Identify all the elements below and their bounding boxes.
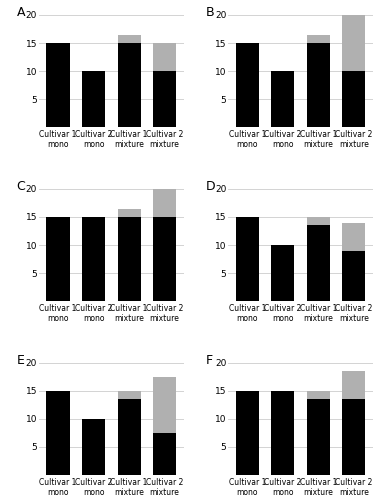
Bar — [342, 371, 365, 400]
Bar — [153, 217, 176, 301]
Bar — [153, 43, 176, 71]
Text: A: A — [17, 6, 25, 19]
Bar — [117, 43, 141, 127]
Bar — [117, 400, 141, 475]
Bar — [117, 391, 141, 400]
Bar — [153, 377, 176, 433]
Text: E: E — [17, 354, 25, 367]
Bar — [153, 189, 176, 217]
Bar — [47, 43, 70, 127]
Bar — [307, 217, 330, 226]
Bar — [342, 250, 365, 301]
Bar — [342, 71, 365, 127]
Bar — [117, 217, 141, 301]
Bar — [342, 15, 365, 71]
Text: B: B — [206, 6, 214, 19]
Bar — [307, 34, 330, 43]
Bar — [82, 71, 105, 127]
Bar — [153, 71, 176, 127]
Bar — [271, 391, 295, 475]
Bar — [117, 208, 141, 217]
Bar — [47, 391, 70, 475]
Bar — [117, 34, 141, 43]
Text: F: F — [206, 354, 213, 367]
Bar — [153, 433, 176, 475]
Bar — [47, 217, 70, 301]
Bar — [236, 391, 259, 475]
Text: D: D — [206, 180, 216, 193]
Bar — [271, 71, 295, 127]
Text: C: C — [17, 180, 25, 193]
Bar — [307, 400, 330, 475]
Bar — [307, 391, 330, 400]
Bar — [82, 217, 105, 301]
Bar — [307, 226, 330, 301]
Bar — [236, 43, 259, 127]
Bar — [342, 400, 365, 475]
Bar — [271, 245, 295, 301]
Bar — [82, 419, 105, 475]
Bar — [342, 222, 365, 250]
Bar — [236, 217, 259, 301]
Bar — [307, 43, 330, 127]
